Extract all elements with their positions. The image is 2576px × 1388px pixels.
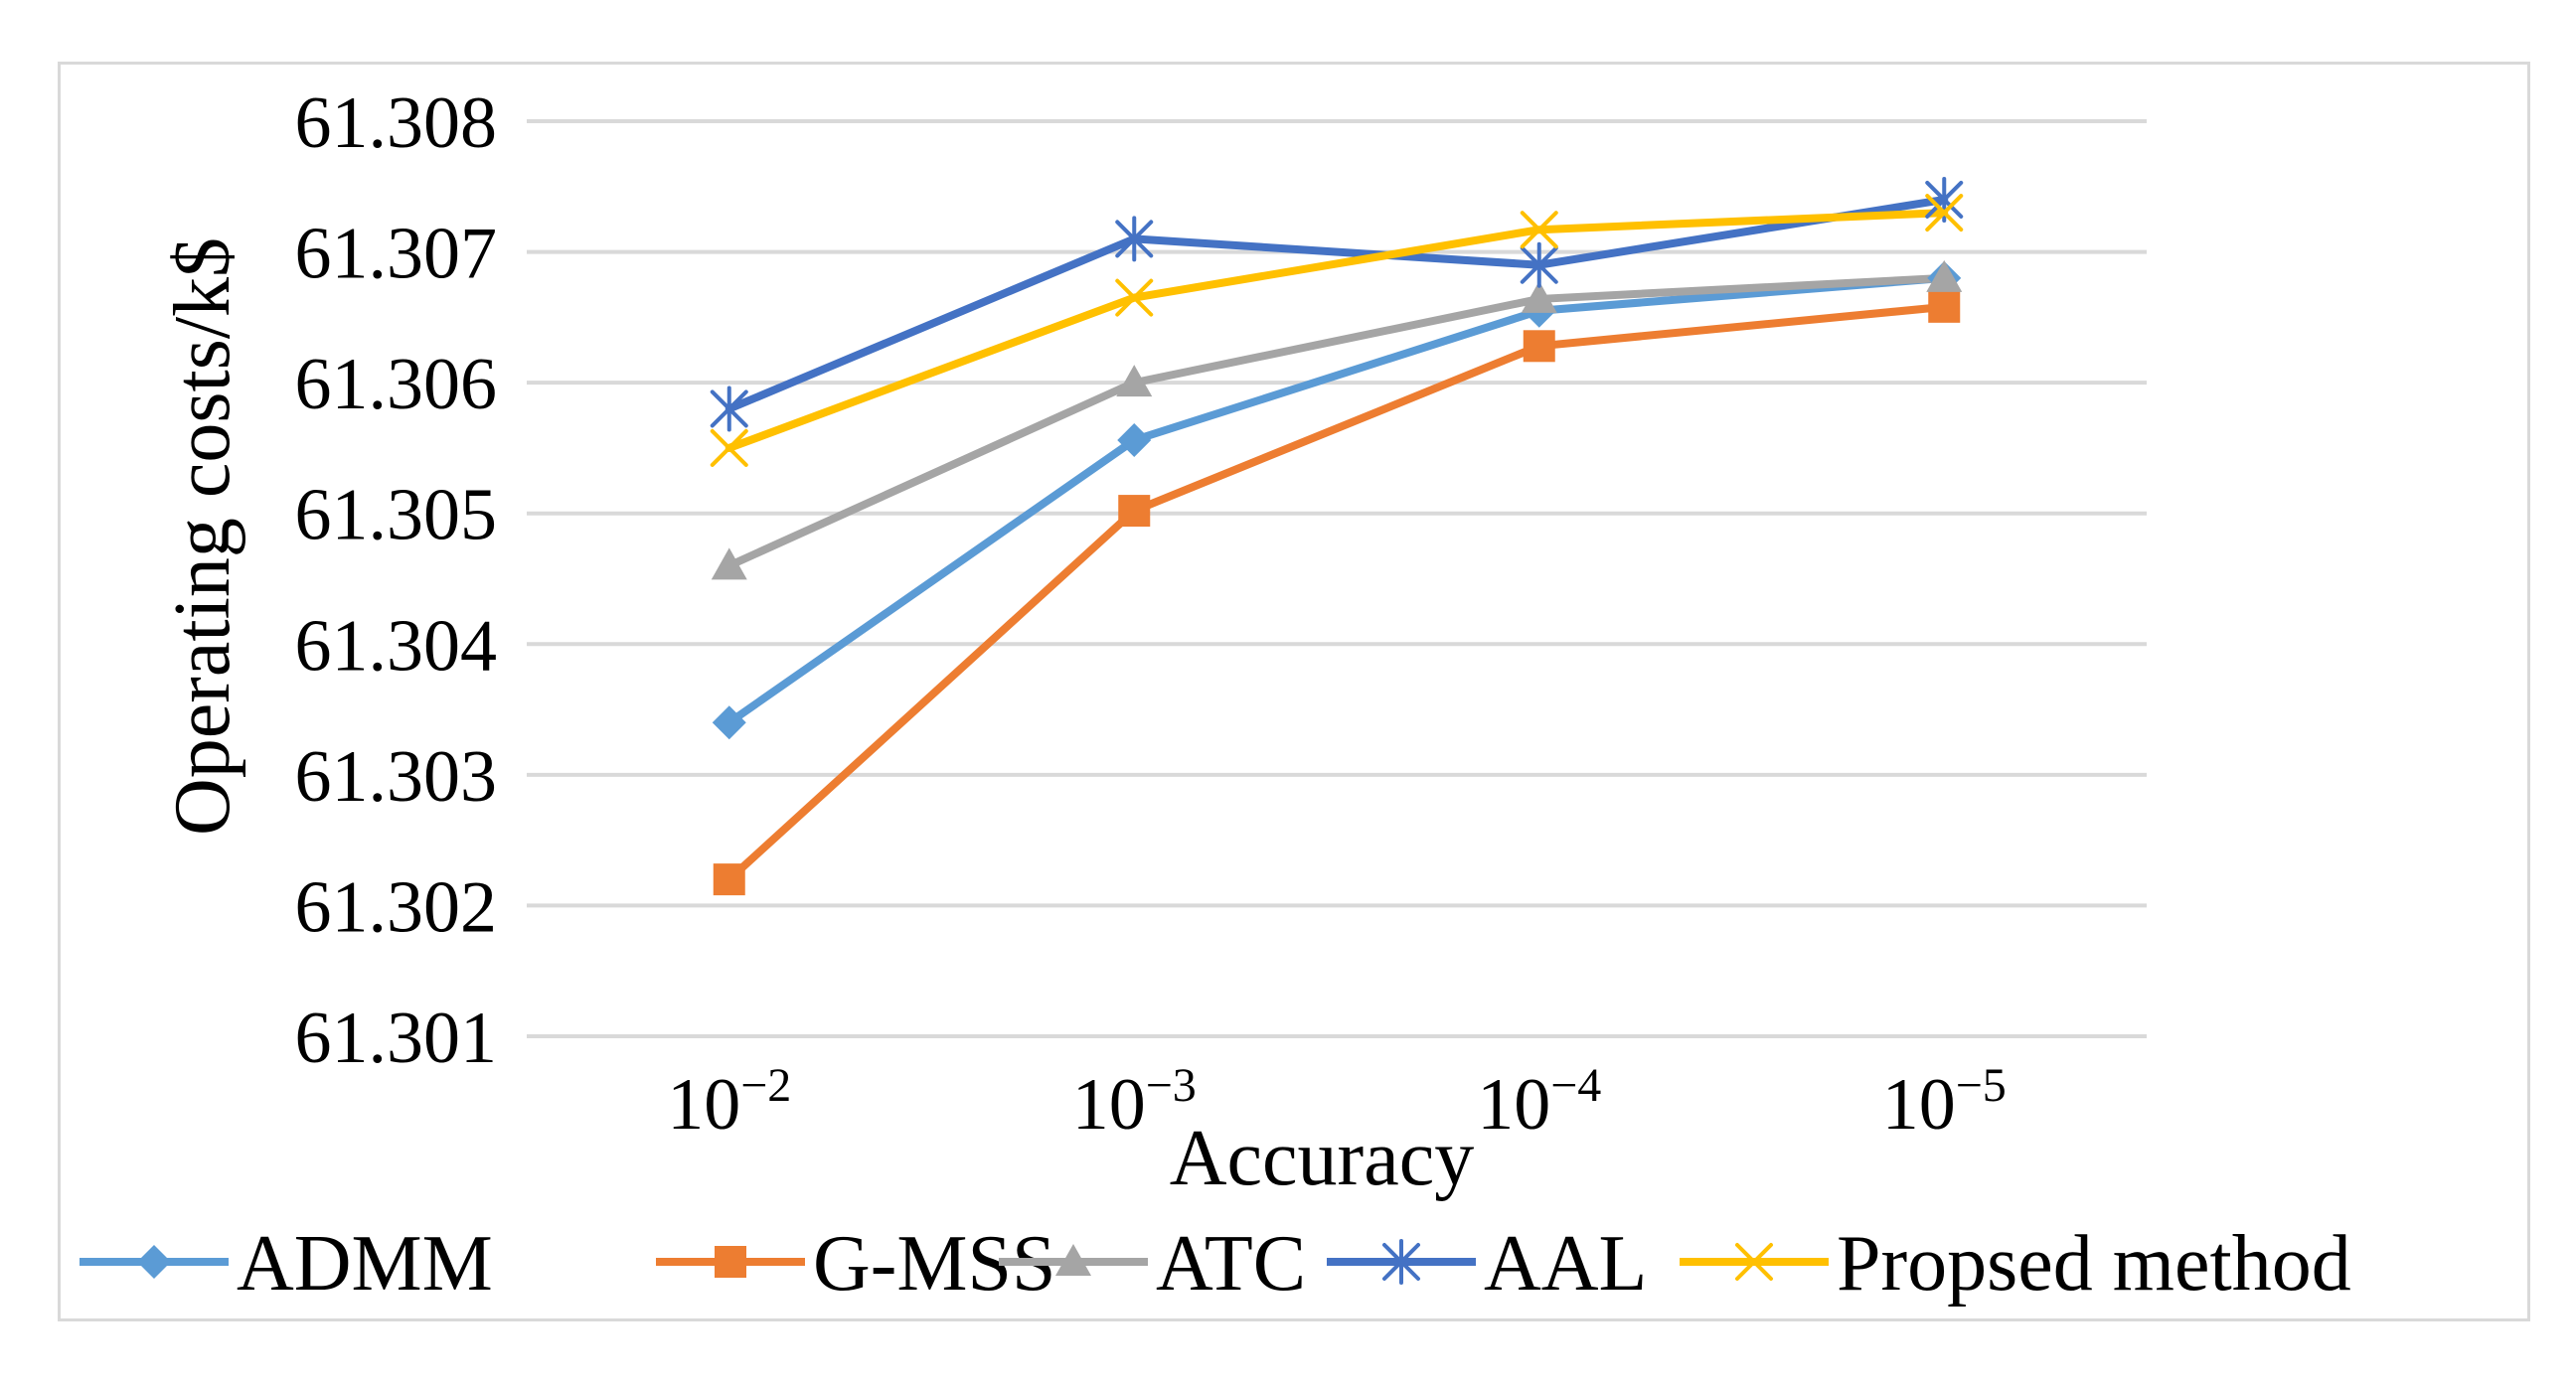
- legend-marker: [137, 1245, 171, 1279]
- series-lines: [724, 195, 1949, 884]
- y-tick-label: 61.301: [295, 998, 498, 1079]
- legend-item-aal: AAL: [1327, 1220, 1647, 1308]
- legend-item-propsed-method: Propsed method: [1680, 1220, 2351, 1308]
- legend-marker: [715, 1246, 746, 1278]
- y-tick-label: 61.302: [295, 866, 498, 948]
- legend-item-g-mss: G-MSS: [656, 1220, 1056, 1308]
- legend-item-admm: ADMM: [80, 1220, 493, 1308]
- y-tick-label: 61.304: [295, 605, 498, 687]
- series-line-aal: [724, 195, 1949, 413]
- data-point-propsed-method: [1115, 278, 1154, 317]
- data-point-atc: [711, 547, 747, 580]
- y-tick-label: 61.308: [295, 82, 498, 164]
- data-point-admm: [712, 705, 746, 740]
- data-point-propsed-method: [710, 428, 748, 467]
- y-tick-label: 61.305: [295, 475, 498, 556]
- x-axis-title: Accuracy: [1170, 1115, 1474, 1202]
- data-point-aal: [1520, 241, 1558, 288]
- y-tick-label: 61.303: [295, 736, 498, 818]
- data-point-propsed-method: [1925, 194, 1964, 232]
- legend-label: Propsed method: [1837, 1220, 2351, 1308]
- x-tick-label: 10−2: [667, 1059, 791, 1146]
- series-line-admm: [724, 273, 1949, 727]
- legend: ADMM G-MSS ATC AAL Propsed method: [80, 1220, 2351, 1308]
- y-tick-label: 61.306: [295, 344, 498, 425]
- series-line-atc: [724, 273, 1949, 570]
- legend-item-atc: ATC: [999, 1220, 1306, 1308]
- data-point-atc: [1116, 365, 1153, 397]
- data-point-g-mss: [1118, 495, 1151, 528]
- y-axis-ticks: 61.301 61.302 61.303 61.304 61.305 61.306 61.3…: [295, 82, 498, 1079]
- data-point-g-mss: [1928, 290, 1961, 323]
- series-markers: [710, 176, 1964, 896]
- x-tick-label: 10−3: [1072, 1059, 1197, 1146]
- legend-label: AAL: [1484, 1220, 1647, 1308]
- data-point-g-mss: [1523, 330, 1555, 363]
- data-point-propsed-method: [1520, 211, 1558, 249]
- data-point-atc: [1926, 259, 1963, 292]
- x-tick-label: 10−4: [1477, 1059, 1601, 1146]
- data-point-g-mss: [713, 863, 745, 896]
- x-axis-ticks: 10−2 10−3 10−4 10−5: [667, 1059, 2007, 1146]
- y-tick-label: 61.307: [295, 214, 498, 295]
- legend-marker: [1735, 1243, 1773, 1281]
- series-line-g-mss: [724, 302, 1949, 884]
- data-point-atc: [1521, 280, 1557, 313]
- legend-marker: [1382, 1239, 1420, 1285]
- x-tick-label: 10−5: [1882, 1059, 2007, 1146]
- y-axis-title: Operating costs/k$: [159, 237, 246, 836]
- legend-marker: [1055, 1244, 1091, 1276]
- data-point-aal: [1115, 216, 1154, 262]
- series-line-propsed-method: [724, 209, 1949, 452]
- legend-label: ATC: [1156, 1220, 1306, 1308]
- legend-label: ADMM: [237, 1220, 493, 1308]
- data-point-aal: [710, 386, 748, 432]
- data-point-admm: [1117, 423, 1152, 458]
- gridlines: [527, 119, 2147, 1038]
